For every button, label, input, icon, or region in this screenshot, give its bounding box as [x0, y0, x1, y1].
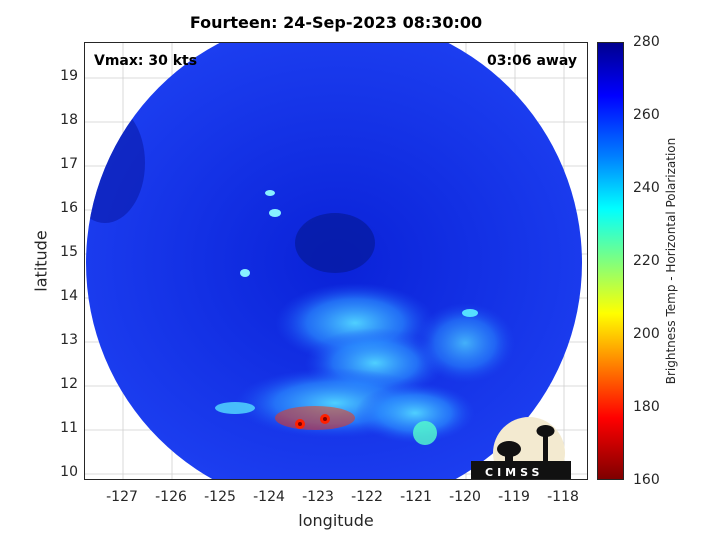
x-tick: -119	[498, 489, 530, 505]
colorbar-label: Brightness Temp - Horizontal Polarizatio…	[664, 137, 678, 385]
y-tick: 14	[60, 288, 78, 304]
y-tick: 17	[60, 156, 78, 172]
y-tick: 16	[60, 200, 78, 216]
x-tick: -121	[400, 489, 432, 505]
y-tick: 19	[60, 68, 78, 84]
vmax-label: Vmax: 30 kts	[94, 53, 198, 69]
colorbar-tick: 260	[633, 107, 660, 123]
colorbar-tick: 280	[633, 34, 660, 50]
colorbar-tick: 240	[633, 180, 660, 196]
y-tick: 18	[60, 112, 78, 128]
x-tick: -124	[253, 489, 285, 505]
time-away-label: 03:06 away	[487, 53, 577, 69]
y-tick: 13	[60, 332, 78, 348]
x-tick: -127	[106, 489, 138, 505]
x-tick: -120	[449, 489, 481, 505]
colorbar-tick: 220	[633, 253, 660, 269]
colorbar-tick: 200	[633, 326, 660, 342]
logo-text: CIMSS	[485, 466, 543, 479]
y-tick: 10	[60, 464, 78, 480]
colorbar	[597, 42, 624, 480]
y-tick: 15	[60, 244, 78, 260]
y-tick: 12	[60, 376, 78, 392]
y-axis-label: latitude	[31, 230, 51, 292]
x-tick: -122	[351, 489, 383, 505]
colorbar-tick: 160	[633, 472, 660, 488]
colorbar-tick: 180	[633, 399, 660, 415]
y-tick: 11	[60, 420, 78, 436]
x-axis-label: longitude	[298, 511, 374, 530]
x-tick: -123	[302, 489, 334, 505]
x-tick: -118	[547, 489, 579, 505]
map-axes: Vmax: 30 kts 03:06 away CIMSS	[84, 42, 588, 480]
plot-title: Fourteen: 24-Sep-2023 08:30:00	[189, 13, 483, 32]
satellite-image	[85, 43, 587, 479]
cimss-logo: CIMSS	[471, 417, 571, 479]
brightness-temp-disk	[86, 43, 582, 479]
x-tick: -126	[155, 489, 187, 505]
x-tick: -125	[204, 489, 236, 505]
